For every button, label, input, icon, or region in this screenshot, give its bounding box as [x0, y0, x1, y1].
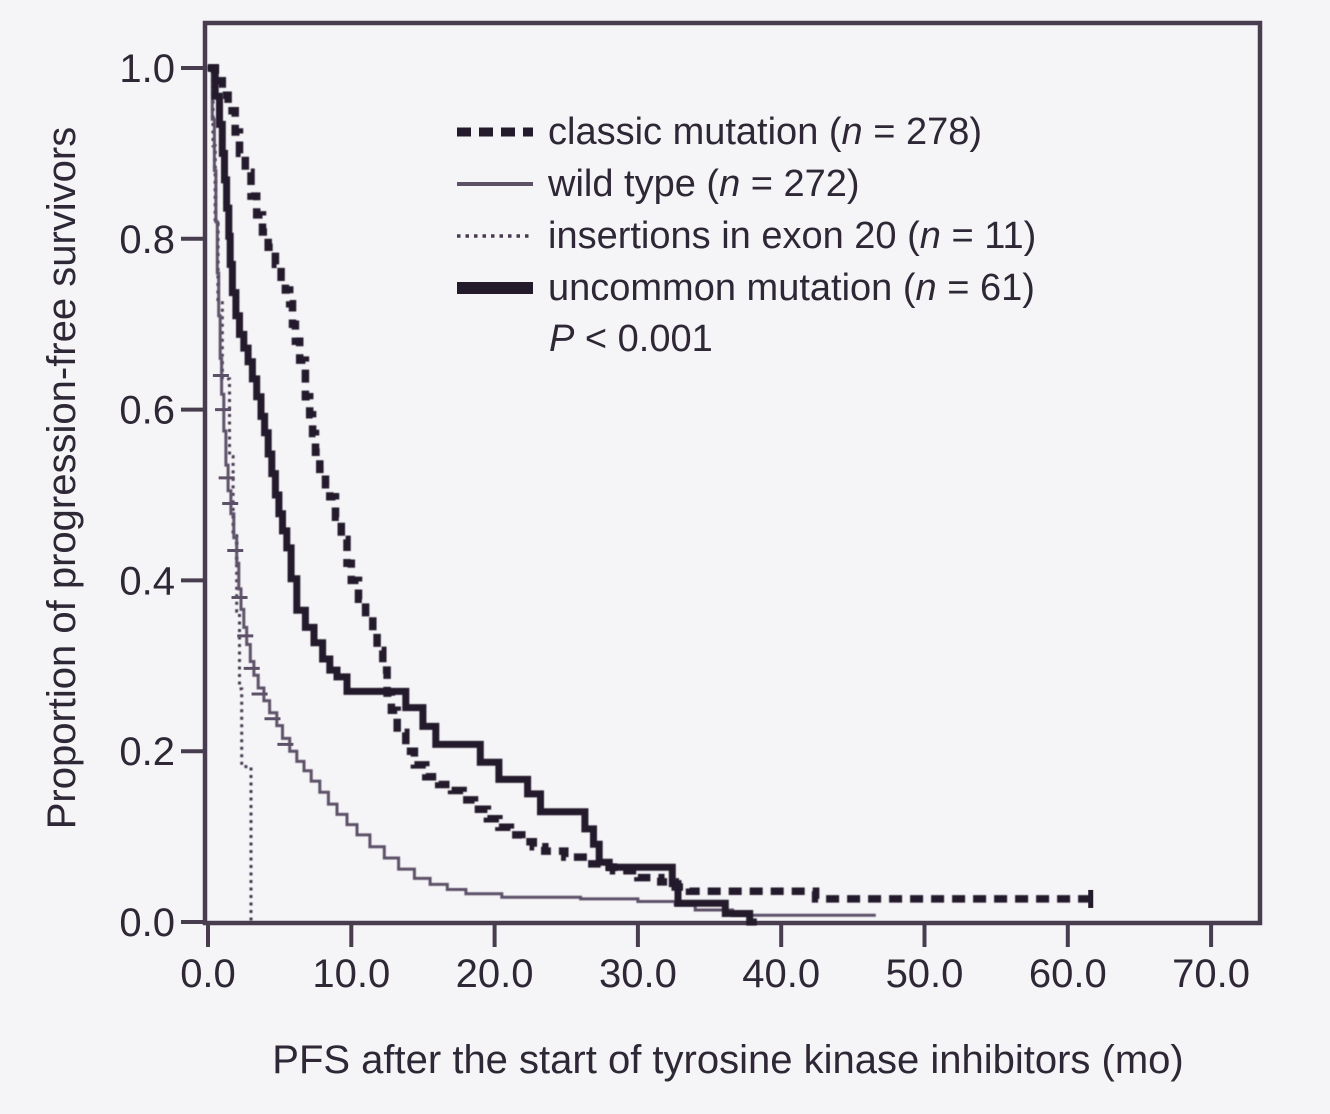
legend-item-uncommon-mutation: uncommon mutation (n = 61) [455, 262, 1036, 314]
x-tick-label: 40.0 [742, 952, 820, 996]
y-tick-label: 0.4 [119, 559, 175, 603]
y-tick-label: 0.2 [119, 730, 175, 774]
legend-sample-solid-thin [457, 182, 533, 186]
legend: classic mutation (n = 278) wild type (n =… [455, 106, 1036, 364]
p-value-row: P < 0.001 [455, 314, 1036, 364]
y-tick-label: 0.8 [119, 218, 175, 262]
curve-wild-type [208, 66, 876, 917]
x-tick-label: 20.0 [456, 952, 534, 996]
legend-sample-solid-thick [457, 282, 533, 294]
p-value-label: P < 0.001 [549, 318, 713, 360]
x-tick-label: 0.0 [180, 952, 236, 996]
legend-item-wild-type: wild type (n = 272) [455, 158, 1036, 210]
curve-classic-mutation [208, 64, 1097, 903]
legend-label: wild type (n = 272) [548, 163, 860, 205]
legend-label: insertions in exon 20 (n = 11) [548, 215, 1037, 257]
plot-frame [202, 20, 1263, 926]
x-tick-label: 70.0 [1172, 952, 1250, 996]
legend-item-insertions-in-exon-20: insertions in exon 20 (n = 11) [455, 210, 1036, 262]
curve-uncommon-mutation [208, 64, 757, 926]
y-tick-label: 1.0 [119, 47, 175, 91]
x-tick-label: 30.0 [599, 952, 677, 996]
y-tick-label: 0.6 [119, 389, 175, 433]
y-axis-title: Proportion of progression-free survivors [40, 126, 84, 830]
legend-sample-dotted [457, 234, 533, 238]
legend-label: uncommon mutation (n = 61) [548, 267, 1035, 309]
x-axis-title: PFS after the start of tyrosine kinase i… [272, 1038, 1184, 1082]
y-tick-label: 0.0 [119, 901, 175, 945]
legend-sample-dashed-thick [457, 127, 533, 137]
x-tick-label: 50.0 [886, 952, 964, 996]
x-tick-label: 10.0 [312, 952, 390, 996]
x-tick-label: 60.0 [1029, 952, 1107, 996]
legend-item-classic-mutation: classic mutation (n = 278) [455, 106, 1036, 158]
legend-label: classic mutation (n = 278) [548, 111, 983, 153]
